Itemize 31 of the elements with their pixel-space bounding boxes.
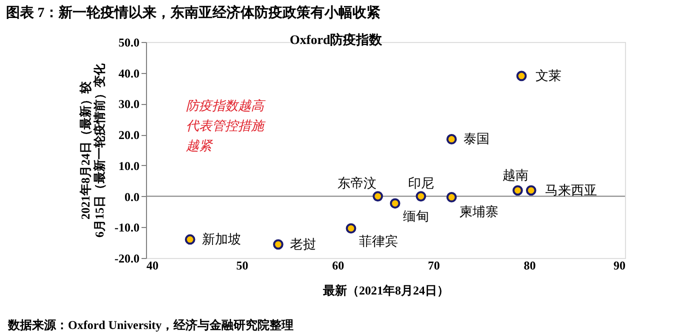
annotation: 越南 (502, 167, 529, 182)
x-tick-label: 60 (332, 258, 344, 272)
annotation: 柬埔寨 (460, 204, 499, 220)
annotation: 文莱 (536, 68, 562, 83)
y-tick-label: 20.0 (118, 128, 140, 142)
annotation: 菲律宾 (359, 233, 398, 248)
y-axis-title: 2021年8月24日（最新）较 6月15日（最新一轮疫情前）变化 (78, 62, 107, 238)
annotation: 泰国 (464, 131, 490, 146)
y-tick-label: -20.0 (114, 252, 140, 266)
annotation: 新加坡 (202, 231, 242, 246)
annotation: 防疫指数越高代表管控措施越紧 (186, 98, 266, 153)
annotation: 马来西亚 (545, 182, 598, 198)
annotation: 东帝汶 (337, 175, 376, 190)
y-tick-label: 0.0 (124, 190, 140, 204)
annotation: 老挝 (290, 236, 316, 252)
y-tick-label: 40.0 (118, 66, 140, 80)
x-axis-title: 最新（2021年8月24日） (322, 284, 449, 298)
x-tick-label: 90 (614, 258, 626, 272)
x-tick-label: 40 (146, 258, 158, 272)
y-tick-label: 30.0 (118, 97, 140, 112)
source-note: 数据来源：Oxford University，经济与金融研究院整理 (7, 318, 294, 332)
y-tick-label: 50.0 (118, 36, 140, 50)
annotation: 印尼 (408, 175, 434, 190)
x-tick-label: 80 (524, 258, 536, 272)
x-tick-label: 50 (236, 258, 248, 272)
y-tick-label: 10.0 (118, 158, 140, 173)
annotation: 缅甸 (403, 208, 430, 224)
y-tick-label: -10.0 (114, 220, 140, 235)
chart-title: 图表 7：新一轮疫情以来，东南亚经济体防疫政策有小幅收紧 (6, 4, 380, 21)
chart-subtitle: Oxford防疫指数 (290, 32, 384, 47)
x-tick-label: 70 (428, 258, 440, 272)
